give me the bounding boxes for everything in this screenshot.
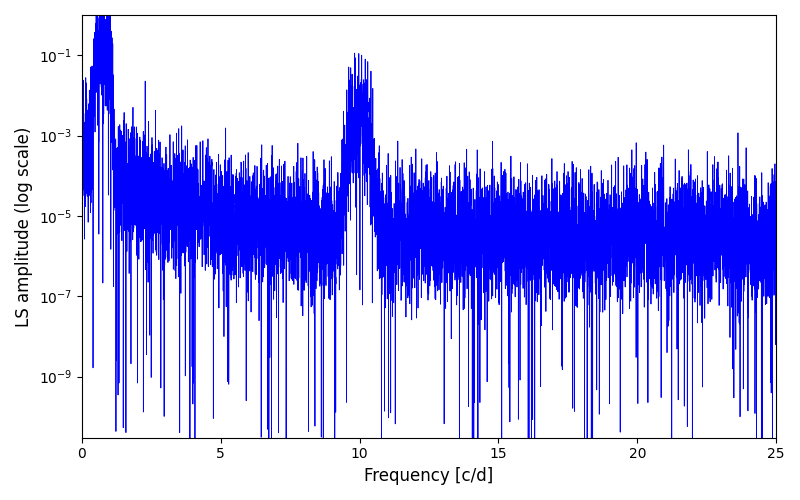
X-axis label: Frequency [c/d]: Frequency [c/d] <box>364 467 494 485</box>
Y-axis label: LS amplitude (log scale): LS amplitude (log scale) <box>15 126 33 326</box>
